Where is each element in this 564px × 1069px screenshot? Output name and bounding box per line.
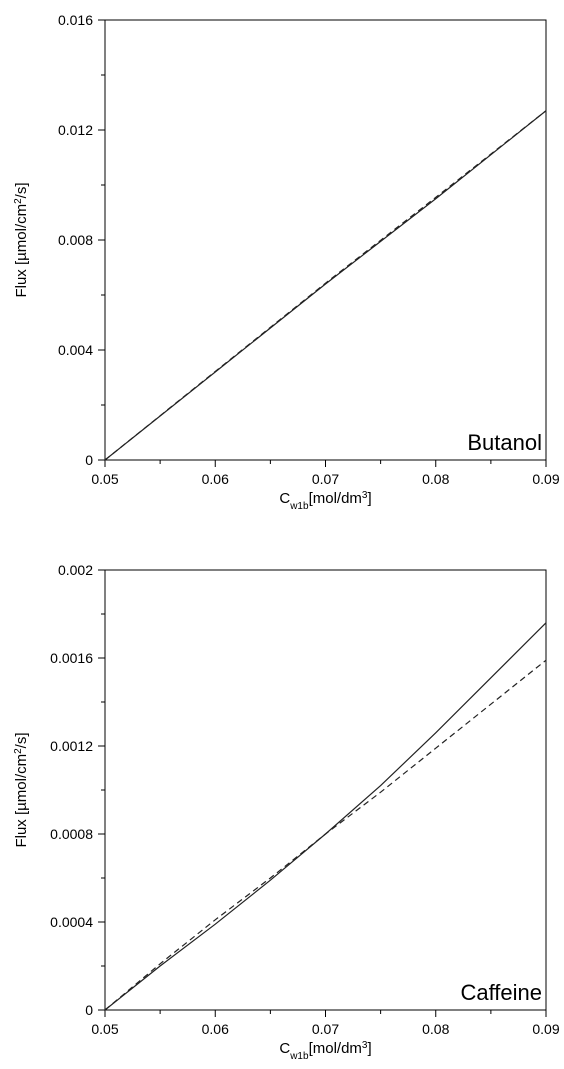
y-tick-label: 0.0008 (50, 826, 93, 842)
y-tick-label: 0 (85, 452, 93, 468)
x-tick-label: 0.07 (312, 1021, 339, 1037)
compound-annotation: Caffeine (460, 980, 542, 1005)
y-tick-label: 0.012 (58, 122, 93, 138)
x-tick-label: 0.09 (532, 1021, 559, 1037)
x-tick-label: 0.05 (91, 1021, 118, 1037)
y-tick-label: 0.002 (58, 562, 93, 578)
x-tick-label: 0.08 (422, 1021, 449, 1037)
series-line-dashed (104, 659, 547, 1011)
x-tick-label: 0.05 (91, 471, 118, 487)
chart-panel-1: 0.05 0.06 0.07 0.08 0.09 0 0.004 0.008 0.012 0.01… (13, 12, 560, 512)
x-tick-label: 0.07 (312, 471, 339, 487)
x-tick-label: 0.06 (202, 1021, 229, 1037)
y-tick-label: 0.016 (58, 12, 93, 28)
y-tick-label: 0.0016 (50, 650, 93, 666)
compound-annotation: Butanol (467, 430, 542, 455)
plot-frame (104, 19, 547, 461)
y-tick-label: 0.004 (58, 342, 93, 358)
chart-panel-2: 0.05 0.06 0.07 0.08 0.09 0 0.0004 0.0008 0.0012 0… (13, 562, 560, 1062)
y-axis-label: Flux [µmol/cm2/s] (13, 182, 31, 297)
series-line-solid (104, 622, 547, 1011)
y-tick-label: 0.0012 (50, 738, 93, 754)
x-tick-label: 0.06 (202, 471, 229, 487)
x-axis-label: Cw1b[mol/dm3] (279, 1040, 371, 1062)
x-tick-label: 0.09 (532, 471, 559, 487)
x-axis-label: Cw1b[mol/dm3] (279, 490, 371, 512)
plot-frame (104, 569, 547, 1011)
y-axis-label: Flux [µmol/cm2/s] (13, 732, 31, 847)
y-tick-label: 0.0004 (50, 914, 93, 930)
y-tick-label: 0.008 (58, 232, 93, 248)
series-line-dashed (104, 110, 547, 461)
y-tick-label: 0 (85, 1002, 93, 1018)
x-tick-label: 0.08 (422, 471, 449, 487)
